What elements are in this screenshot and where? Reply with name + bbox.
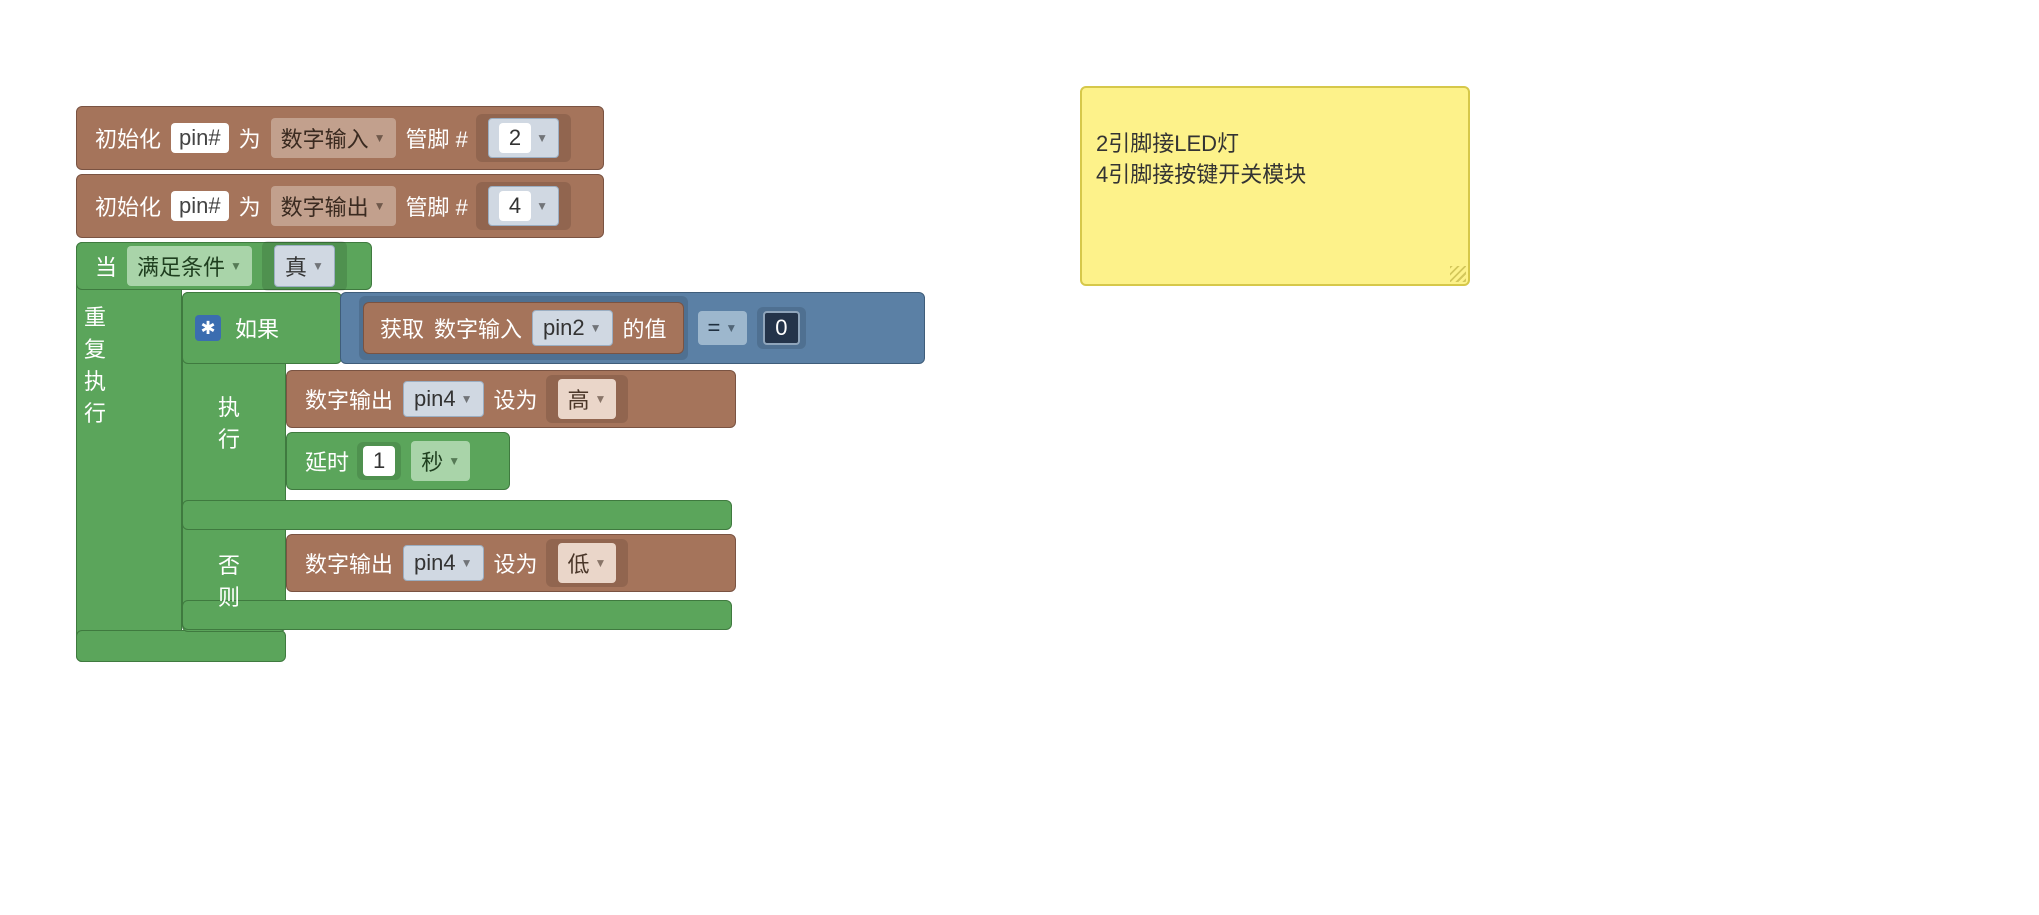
block-if-header[interactable]: ✱ 如果 <box>182 292 342 364</box>
block-if-divider <box>182 500 732 530</box>
block-delay[interactable]: 延时 1 秒▼ <box>286 432 510 490</box>
pin-number-socket: 4▼ <box>476 182 571 230</box>
delay-value-socket: 1 <box>357 442 401 480</box>
chevron-down-icon: ▼ <box>461 392 473 406</box>
mode-value: 数字输入 <box>281 122 369 154</box>
pin-dropdown[interactable]: pin2 ▼ <box>532 310 612 346</box>
block-while-header[interactable]: 当 满足条件▼ 真▼ <box>76 242 372 290</box>
compare-right-socket: 0 <box>757 307 805 349</box>
label-pin: 管脚 # <box>406 190 468 222</box>
chevron-down-icon: ▼ <box>461 556 473 570</box>
level-value: 高 <box>568 383 590 415</box>
chevron-down-icon: ▼ <box>312 259 324 273</box>
chevron-down-icon: ▼ <box>536 131 548 145</box>
pin-number-value: 4 <box>499 191 531 221</box>
label-as: 为 <box>239 122 261 154</box>
operator-value: = <box>708 315 721 341</box>
label-value: 的值 <box>623 312 667 344</box>
block-digital-write-low[interactable]: 数字输出 pin4▼ 设为 低▼ <box>286 534 736 592</box>
level-dropdown[interactable]: 低▼ <box>558 543 617 583</box>
label-repeat: 重复执行 <box>84 300 106 428</box>
unit-dropdown[interactable]: 秒▼ <box>411 441 470 481</box>
block-init-pin-2[interactable]: 初始化 pin# 为 数字输出▼ 管脚 # 4▼ <box>76 174 604 238</box>
comment-line-2: 4引脚接按键开关模块 <box>1096 162 1306 187</box>
label-if: 如果 <box>235 312 279 344</box>
level-socket: 高▼ <box>546 375 629 423</box>
label-when: 当 <box>95 250 117 282</box>
label-pin: 管脚 # <box>406 122 468 154</box>
pin-value: pin2 <box>543 315 585 341</box>
mode-dropdown[interactable]: 数字输出 ▼ <box>271 186 396 226</box>
chevron-down-icon: ▼ <box>595 392 607 406</box>
label-init: 初始化 <box>95 122 161 154</box>
label-as: 为 <box>239 190 261 222</box>
label-do: 执行 <box>218 390 240 454</box>
pin-number-socket: 2▼ <box>476 114 571 162</box>
block-read-digital[interactable]: 获取 数字输入 pin2 ▼ 的值 <box>363 302 684 354</box>
compare-left-socket: 获取 数字输入 pin2 ▼ 的值 <box>359 296 688 360</box>
block-init-pin-1[interactable]: 初始化 pin# 为 数字输入▼ 管脚 # 2▼ <box>76 106 604 170</box>
block-if-bottom <box>182 600 732 630</box>
true-label: 真 <box>285 250 307 282</box>
pin-name-field[interactable]: pin# <box>171 191 229 221</box>
mode-dropdown[interactable]: 数字输入 ▼ <box>271 118 396 158</box>
label-set: 设为 <box>494 383 538 415</box>
pin-value: pin4 <box>414 550 456 576</box>
pin-name-field[interactable]: pin# <box>171 123 229 153</box>
label-write: 数字输出 <box>305 383 393 415</box>
comment-note[interactable]: 2引脚接LED灯 4引脚接按键开关模块 <box>1080 86 1470 286</box>
pin-dropdown[interactable]: pin4 ▼ <box>403 545 483 581</box>
number-field[interactable]: 0 <box>763 311 799 345</box>
block-digital-write-high[interactable]: 数字输出 pin4▼ 设为 高▼ <box>286 370 736 428</box>
pin-number-value: 2 <box>499 123 531 153</box>
label-set: 设为 <box>494 547 538 579</box>
true-dropdown[interactable]: 真▼ <box>274 245 335 287</box>
label-init: 初始化 <box>95 190 161 222</box>
gear-icon[interactable]: ✱ <box>195 315 221 341</box>
chevron-down-icon: ▼ <box>595 556 607 570</box>
level-value: 低 <box>568 547 590 579</box>
block-while-bottom <box>76 630 286 662</box>
condition-value-socket: 真▼ <box>262 241 347 291</box>
mode-value: 数字输出 <box>281 190 369 222</box>
delay-number[interactable]: 1 <box>363 446 395 476</box>
chevron-down-icon: ▼ <box>230 259 242 273</box>
pin-value: pin4 <box>414 386 456 412</box>
unit-value: 秒 <box>421 445 443 477</box>
label-write: 数字输出 <box>305 547 393 579</box>
condition-dropdown[interactable]: 满足条件 ▼ <box>127 246 252 286</box>
resize-handle-icon[interactable] <box>1450 266 1466 282</box>
label-delay: 延时 <box>305 445 349 477</box>
chevron-down-icon: ▼ <box>725 321 737 335</box>
chevron-down-icon: ▼ <box>536 199 548 213</box>
operator-dropdown[interactable]: =▼ <box>698 311 748 345</box>
chevron-down-icon: ▼ <box>374 199 386 213</box>
label-mode: 数字输入 <box>434 312 522 344</box>
label-else: 否则 <box>218 548 240 612</box>
chevron-down-icon: ▼ <box>590 321 602 335</box>
block-compare[interactable]: 获取 数字输入 pin2▼ 的值 =▼ 0 <box>340 292 925 364</box>
level-socket: 低▼ <box>546 539 629 587</box>
pin-number-dropdown[interactable]: 2▼ <box>488 118 559 158</box>
pin-dropdown[interactable]: pin4 ▼ <box>403 381 483 417</box>
comment-line-1: 2引脚接LED灯 <box>1096 131 1239 156</box>
condition-value: 满足条件 <box>137 250 225 282</box>
pin-number-dropdown[interactable]: 4▼ <box>488 186 559 226</box>
chevron-down-icon: ▼ <box>448 454 460 468</box>
label-get: 获取 <box>380 312 424 344</box>
chevron-down-icon: ▼ <box>374 131 386 145</box>
level-dropdown[interactable]: 高▼ <box>558 379 617 419</box>
